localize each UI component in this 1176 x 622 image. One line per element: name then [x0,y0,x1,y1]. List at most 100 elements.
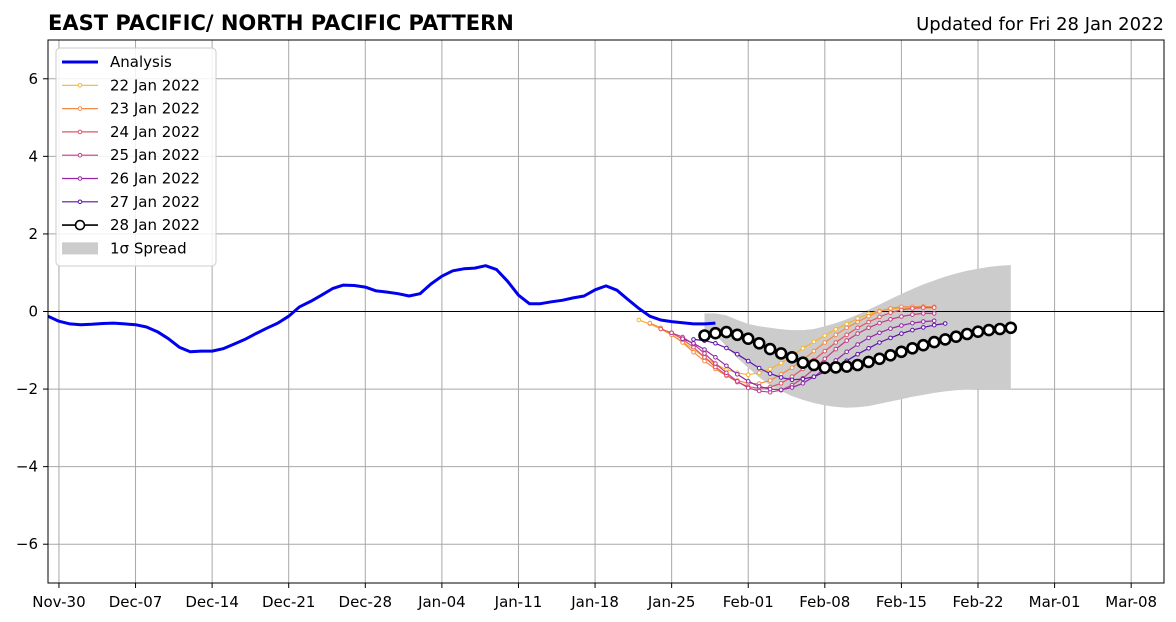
forecast-point [735,379,740,384]
forecast-point [899,307,904,313]
forecast-point [724,363,729,369]
forecast-point [745,379,751,384]
forecast-point [910,312,915,317]
forecast-point [822,348,828,354]
forecast-point [921,325,926,330]
forecast-point [702,347,707,352]
forecast-series-5 [691,321,948,383]
forecast-point [855,331,860,336]
forecast-point [888,310,893,316]
forecast-point [1004,321,1018,335]
legend-label: 28 Jan 2022 [110,216,200,234]
forecast-point [840,360,854,373]
forecast-point [888,317,893,322]
forecast-point [811,374,817,380]
legend-patch [62,242,98,255]
forecast-point [745,358,751,364]
y-tick-label: −4 [16,458,38,476]
forecast-point [938,333,952,346]
forecast-point [767,366,773,372]
forecast-point [833,340,839,345]
forecast-point [888,306,893,311]
forecast-point [713,355,718,360]
forecast-point [855,342,860,347]
forecast-point [796,356,810,370]
plot-area: Nov-30 Dec-07 Dec-14 Dec-21 Dec-28 Jan-04 Jan-… [16,39,1165,611]
forecast-point [789,377,795,383]
forecast-point [855,325,860,331]
x-tick-label: Jan-25 [647,593,696,611]
forecast-point [899,323,904,328]
forecast-point [811,339,817,345]
x-tick-label: Jan-18 [570,593,619,611]
forecast-point [818,361,832,375]
forecast-point [877,340,882,345]
forecast-point [800,346,806,351]
legend-box [55,47,217,267]
forecast-point [833,332,839,338]
forecast-point [960,327,974,341]
forecast-point [735,351,740,357]
forecast-point [767,378,773,383]
forecast-point [658,326,664,332]
legend-item: 23 Jan 2022 [62,100,200,118]
chart-subtitle: Updated for Fri 28 Jan 2022 [916,14,1164,35]
forecast-point [833,346,839,352]
forecast-point [730,328,744,342]
x-tick-label: Jan-04 [417,593,466,611]
analysis-line [48,264,716,354]
forecast-point [899,331,904,336]
forecast-point [921,319,926,324]
legend-label: 23 Jan 2022 [110,100,200,118]
forecast-point [789,365,795,371]
forecast-point [862,355,875,369]
forecast-point [680,336,685,342]
forecast-point [745,385,751,391]
x-tick-label: Dec-14 [185,593,239,611]
forecast-point [756,370,762,376]
forecast-point [855,319,860,325]
forecast-point [873,352,886,366]
forecast-point [741,332,755,346]
forecast-point [763,342,777,356]
forecast-point [844,332,850,338]
x-tick-label: Feb-01 [723,593,774,611]
forecast-point [866,335,871,341]
forecast-point [851,358,864,372]
x-tick-label: Feb-08 [799,593,850,611]
legend-marker [74,219,86,231]
forecast-point [916,338,930,352]
legend-item: 22 Jan 2022 [62,76,200,94]
forecast-point [691,337,696,342]
x-tick-label: Mar-08 [1105,593,1157,611]
forecast-point [931,318,937,324]
forecast-point [774,347,788,360]
legend-label: Analysis [110,53,172,71]
forecast-point [691,341,696,346]
legend-item: 26 Jan 2022 [62,170,200,188]
legend-label: 1σ Spread [110,239,187,257]
legend-label: 26 Jan 2022 [110,170,200,188]
forecast-point [807,358,821,372]
forecast-point [921,305,926,310]
legend-marker [77,129,83,135]
y-tick-label: −6 [16,535,38,553]
forecast-point [669,330,674,336]
forecast-point [698,329,711,342]
y-tick-label: 0 [28,303,38,321]
forecast-point [942,321,948,326]
axes-frame [47,39,1165,584]
forecast-point [713,361,718,366]
forecast-point [844,321,850,327]
legend-marker [77,199,83,205]
x-tick-label: Dec-21 [262,593,316,611]
forecast-point [866,325,871,331]
legend-item: 28 Jan 2022 [62,216,200,234]
forecast-point [910,320,915,326]
forecast-point [735,372,740,377]
forecast-point [877,320,882,326]
x-tick-label: Feb-22 [952,593,1003,611]
forecast-point [702,358,707,364]
y-tick-label: 2 [28,225,38,243]
forecast-point [949,330,963,344]
